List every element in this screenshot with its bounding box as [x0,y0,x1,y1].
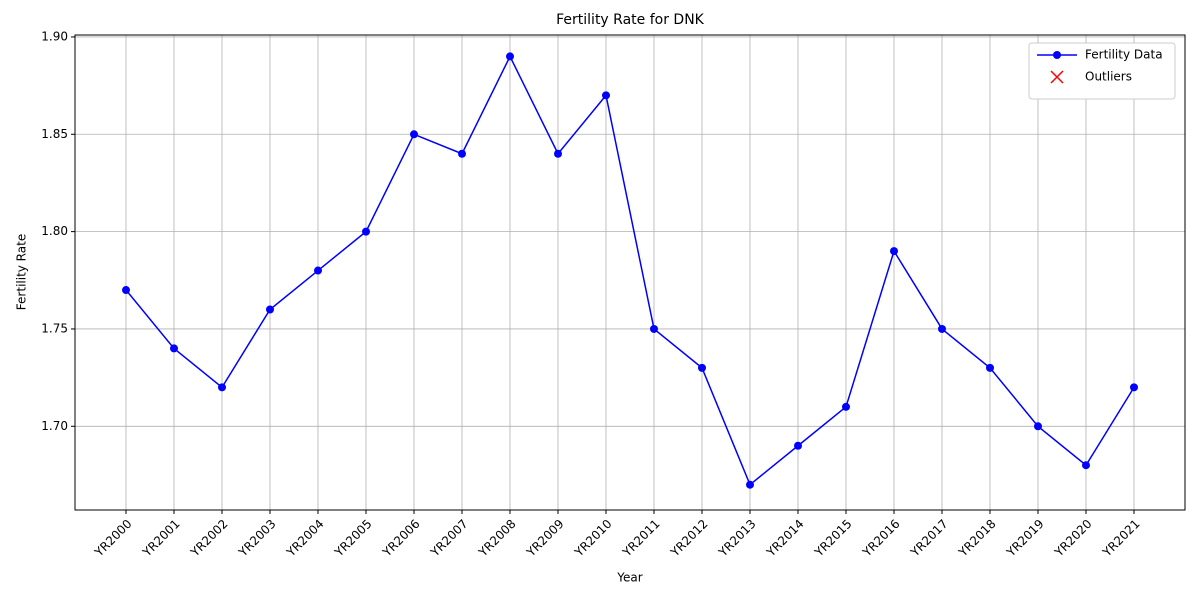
marker [266,305,274,314]
marker [1082,461,1090,470]
marker [602,91,610,100]
y-axis-label: Fertility Rate [15,234,29,310]
chart-title: Fertility Rate for DNK [556,12,705,28]
y-tick-label: 1.70 [41,419,68,433]
y-tick-label: 1.80 [41,224,68,238]
marker [650,324,658,333]
marker [842,402,850,411]
marker [458,149,466,158]
legend-box [1028,42,1176,100]
marker [1034,422,1042,431]
marker [1130,383,1138,392]
x-axis-label: Year [616,571,642,585]
marker [986,363,994,372]
legend-label: Outliers [1085,70,1132,84]
y-tick-label: 1.85 [41,127,68,141]
marker [746,480,754,489]
marker [890,247,898,256]
line [125,54,1135,486]
legend-marker [1050,70,1064,84]
marker [698,363,706,372]
legend-label: Fertility Data [1085,48,1163,62]
marker [410,130,418,139]
marker [554,149,562,158]
y-tick-label: 1.90 [41,29,68,43]
marker [314,266,322,275]
marker [218,383,226,392]
marker [938,324,946,333]
marker [506,52,514,61]
marker [122,286,130,295]
y-tick-label: 1.75 [41,321,68,335]
legend-marker [1053,51,1061,59]
marker [362,227,370,236]
marker [794,441,802,450]
marker [170,344,178,353]
plot-frame [74,34,1186,511]
